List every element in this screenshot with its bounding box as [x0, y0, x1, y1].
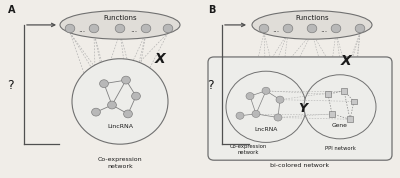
Circle shape — [100, 80, 108, 88]
Circle shape — [283, 24, 293, 33]
Circle shape — [355, 24, 365, 33]
Text: network: network — [107, 164, 133, 169]
Text: X: X — [341, 54, 351, 67]
Circle shape — [122, 76, 130, 84]
Text: ?: ? — [207, 79, 213, 92]
Text: Co-expression: Co-expression — [98, 157, 142, 162]
FancyBboxPatch shape — [329, 111, 335, 117]
Text: ...: ... — [78, 25, 86, 34]
Text: network: network — [237, 150, 259, 155]
Text: Gene: Gene — [332, 123, 348, 128]
Circle shape — [236, 112, 244, 119]
Circle shape — [92, 108, 100, 116]
Circle shape — [124, 110, 132, 118]
Text: bi-colored network: bi-colored network — [270, 163, 330, 168]
FancyBboxPatch shape — [325, 91, 331, 97]
Circle shape — [132, 92, 140, 100]
Circle shape — [115, 24, 125, 33]
Text: X: X — [155, 52, 165, 66]
FancyBboxPatch shape — [208, 57, 392, 160]
Circle shape — [304, 75, 376, 139]
Circle shape — [274, 114, 282, 121]
FancyBboxPatch shape — [341, 88, 347, 94]
Text: Co-expression: Co-expression — [229, 144, 267, 149]
Text: LincRNA: LincRNA — [107, 124, 133, 129]
Circle shape — [108, 101, 116, 109]
FancyBboxPatch shape — [347, 116, 353, 122]
Text: B: B — [208, 5, 215, 15]
Text: Functions: Functions — [103, 15, 137, 21]
Circle shape — [259, 24, 269, 33]
Text: ?: ? — [7, 79, 13, 92]
Text: ...: ... — [130, 25, 138, 34]
Text: Y: Y — [298, 102, 308, 115]
Circle shape — [226, 71, 306, 142]
Circle shape — [141, 24, 151, 33]
Circle shape — [262, 87, 270, 94]
Text: ...: ... — [272, 25, 280, 34]
Ellipse shape — [252, 11, 372, 39]
Circle shape — [307, 24, 317, 33]
Ellipse shape — [60, 11, 180, 39]
Circle shape — [331, 24, 341, 33]
Text: ...: ... — [320, 25, 328, 34]
Circle shape — [89, 24, 99, 33]
Text: A: A — [8, 5, 16, 15]
FancyBboxPatch shape — [351, 99, 357, 104]
Circle shape — [163, 24, 173, 33]
Circle shape — [252, 110, 260, 117]
Circle shape — [65, 24, 75, 33]
Text: PPI network: PPI network — [324, 146, 356, 151]
Circle shape — [72, 59, 168, 144]
Circle shape — [276, 96, 284, 103]
Text: LncRNA: LncRNA — [254, 127, 278, 132]
Circle shape — [246, 93, 254, 100]
Text: Functions: Functions — [295, 15, 329, 21]
